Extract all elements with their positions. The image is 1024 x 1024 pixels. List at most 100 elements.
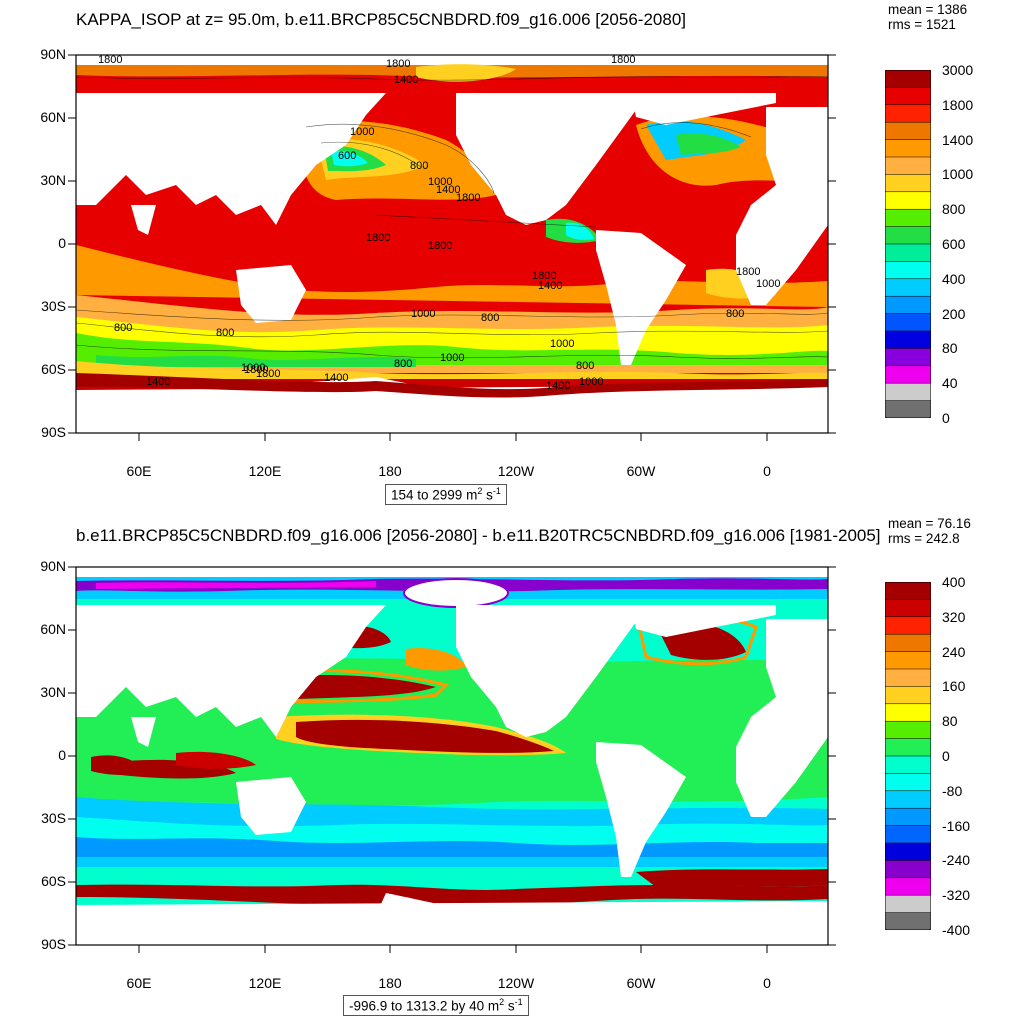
bottom-range-exp1: 2 [499,997,505,1007]
y-tick-label: 0 [58,747,66,763]
bottom-rms: rms = 242.8 [888,531,960,546]
top-rms: rms = 1521 [888,17,956,32]
contour-label: 1800 [366,232,390,244]
colorbar-swatch [885,400,931,418]
colorbar-swatch [885,191,931,210]
y-tick-label: 90S [41,424,66,440]
y-tick-label: 60S [41,361,66,377]
contour-label: 1000 [241,362,265,374]
contour-label: 1400 [324,372,348,384]
contour-label: 1400 [546,380,570,392]
y-tick-label: 60N [40,109,66,125]
colorbar-swatch [885,860,931,879]
colorbar-swatch [885,651,931,670]
top-range-text: 154 to 2999 m [391,487,478,503]
colorbar-swatch [885,278,931,297]
colorbar-label: 1000 [942,166,974,183]
y-tick-label: 0 [58,235,66,251]
colorbar-label: 800 [942,201,966,218]
colorbar-swatch [885,599,931,618]
colorbar-swatch [885,313,931,332]
x-tick-label: 120E [248,463,282,479]
contour-label: 1800 [428,240,452,252]
contour-label: 1000 [428,176,452,188]
bottom-panel-title: b.e11.BRCP85C5CNBDRD.f09_g16.006 [2056-2… [76,526,881,545]
x-tick-label: 60E [126,975,152,991]
top-panel: KAPPA_ISOP at z= 95.0m, b.e11.BRCP85C5CN… [40,2,974,505]
y-tick-label: 30S [41,810,66,826]
colorbar-swatch [885,87,931,106]
top-range-exp2: -1 [492,486,501,496]
contour-label: 1000 [411,308,435,320]
bottom-range-text: -996.9 to 1313.2 by 40 m [349,998,500,1014]
colorbar-swatch [885,261,931,280]
colorbar-label: 600 [942,236,966,252]
contour-label: 1000 [756,278,780,290]
bottom-range-exp2: -1 [514,997,523,1007]
bottom-mean: mean = 76.16 [888,516,971,531]
contour-label: 800 [394,358,412,370]
colorbar-label: -320 [942,887,971,904]
colorbar-swatch [885,755,931,774]
colorbar-swatch [885,825,931,844]
top-range-mid: s [482,487,493,503]
top-range-label: 154 to 2999 m2 s-1 [385,484,507,505]
colorbar-swatch [885,330,931,349]
colorbar-label: 0 [942,748,950,764]
bottom-range-label: -996.9 to 1313.2 by 40 m2 s-1 [343,995,529,1016]
contour-label: 1000 [579,376,603,388]
contour-label: 1400 [538,280,562,292]
x-tick-label: 0 [763,463,771,479]
y-tick-label: 60S [41,873,66,889]
colorbar-label: 320 [942,608,966,625]
x-tick-label: 60E [126,463,152,479]
colorbar-swatch [885,894,931,914]
x-tick-label: 120W [497,975,535,991]
colorbar-label: 400 [942,270,966,287]
colorbar-swatch [885,365,931,384]
colorbar-swatch [885,156,931,175]
colorbar-swatch [885,703,931,722]
colorbar-swatch [885,121,931,141]
top-map-svg: 1800 1800 1400 1800 1000 600 800 1000 14… [68,54,836,441]
contour-label: 1400 [146,376,170,388]
top-colorbar [885,70,931,418]
bottom-map-svg [68,566,836,953]
colorbar-label: 160 [942,678,966,695]
colorbar-swatch [885,70,931,88]
x-tick-label: 120W [497,463,535,479]
colorbar-label: -240 [942,852,971,869]
colorbar-label: -160 [942,817,971,834]
colorbar-swatch [885,738,931,757]
top-stats: mean = 1386 rms = 1521 [888,2,967,32]
colorbar-swatch [885,807,931,827]
y-tick-label: 90N [40,46,66,62]
colorbar-swatch [885,295,931,315]
y-tick-label: 60N [40,621,66,637]
contour-label: 800 [576,360,594,372]
bottom-colorbar [885,582,931,930]
top-panel-title: KAPPA_ISOP at z= 95.0m, b.e11.BRCP85C5CN… [76,10,686,29]
colorbar-swatch [885,104,931,123]
colorbar-swatch [885,686,931,705]
contour-label: 1800 [611,54,635,66]
colorbar-swatch [885,790,931,809]
contour-label: 1000 [350,126,374,138]
colorbar-label: 40 [942,375,958,392]
bottom-land [76,605,828,945]
contour-label: 1800 [736,266,760,278]
contour-label: 1000 [550,338,574,350]
bottom-range-mid: s [504,998,515,1014]
colorbar-label: -80 [942,782,963,799]
colorbar-swatch [885,877,931,896]
contour-label: 800 [481,312,499,324]
contour-label: 800 [410,160,428,172]
contour-label: 800 [114,322,132,334]
colorbar-label: 200 [942,305,966,322]
x-tick-label: 180 [378,463,402,479]
x-tick-label: 120E [248,975,282,991]
colorbar-swatch [885,616,931,635]
contour-label: 800 [216,327,234,339]
y-tick-label: 30N [40,684,66,700]
colorbar-swatch [885,582,931,600]
